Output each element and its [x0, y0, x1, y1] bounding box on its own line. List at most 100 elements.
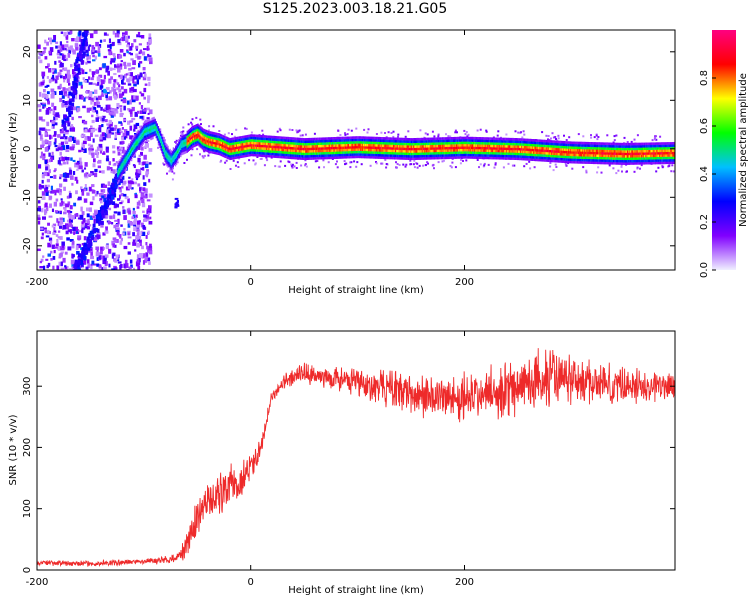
- spectrogram-cell: [119, 49, 124, 53]
- spectrogram-cell: [113, 186, 117, 191]
- spectrogram-cell: [344, 139, 347, 142]
- spectrogram-cell: [281, 136, 283, 140]
- spectrogram-cell: [332, 146, 334, 150]
- spectrogram-cell: [287, 136, 289, 140]
- spectrogram-cell: [326, 144, 328, 148]
- spectrogram-cell: [153, 128, 155, 132]
- spectrogram-cell: [80, 134, 84, 138]
- spectrogram-cell: [364, 141, 366, 144]
- spectrogram-cell: [141, 51, 146, 56]
- spectrogram-cell: [171, 168, 173, 171]
- spectrogram-cell: [265, 142, 267, 146]
- spectrogram-cell: [236, 144, 239, 147]
- spectrogram-cell: [370, 153, 372, 157]
- spectrogram-cell: [146, 127, 148, 130]
- spectrogram-cell: [406, 152, 409, 156]
- spectrogram-cell: [381, 141, 383, 145]
- spectrogram-cell: [84, 167, 87, 170]
- spectrogram-cell: [302, 150, 304, 153]
- spectrogram-cell: [273, 143, 275, 146]
- spectrogram-cell: [252, 151, 255, 154]
- spectrogram-cell: [48, 141, 52, 146]
- spectrogram-cell: [375, 139, 378, 142]
- spectrogram-cell: [310, 152, 312, 155]
- spectrogram-cell: [360, 153, 363, 156]
- spectrogram-cell: [143, 128, 146, 131]
- spectrogram-cell: [549, 161, 552, 164]
- spectrogram-cell: [230, 157, 232, 160]
- spectrogram-cell: [296, 140, 298, 143]
- spectrogram-cell: [77, 267, 81, 270]
- spectrogram-cell: [409, 159, 412, 162]
- spectrogram-cell: [298, 157, 301, 160]
- spectrogram-cell: [142, 260, 146, 265]
- spectrogram-cell: [389, 149, 391, 152]
- spectrogram-cell: [256, 139, 258, 142]
- spectrogram-cell: [143, 48, 147, 51]
- spectrogram-cell: [337, 149, 339, 152]
- spectrogram-cell: [366, 138, 368, 142]
- spectrogram-cell: [103, 55, 108, 59]
- spectrogram-cell: [113, 88, 117, 93]
- spectrogram-cell: [350, 151, 352, 154]
- spectrogram-cell: [181, 138, 183, 141]
- spectrogram-cell: [321, 137, 323, 141]
- spectrogram-cell: [192, 126, 194, 129]
- spectrogram-cell: [104, 230, 109, 234]
- spectrogram-cell: [320, 149, 322, 153]
- spectrogram-cell: [272, 140, 274, 144]
- spectrogram-cell: [97, 81, 100, 86]
- spectrogram-cell: [66, 74, 71, 79]
- spectrogram-cell: [283, 143, 286, 147]
- spectrogram-cell: [388, 149, 390, 152]
- spectrogram-cell: [278, 153, 280, 156]
- spectrogram-cell: [380, 144, 382, 147]
- spectrogram-cell: [170, 169, 172, 173]
- spectrogram-cell: [191, 123, 194, 126]
- spectrogram-cell: [256, 156, 259, 158]
- spectrogram-cell: [146, 129, 148, 133]
- spectrogram-cell: [183, 134, 185, 138]
- spectrogram-cell: [413, 142, 415, 146]
- spectrogram-cell: [95, 41, 99, 47]
- spectrogram-cell: [130, 264, 133, 268]
- spectrogram-cell: [309, 152, 311, 155]
- spectrogram-cell: [193, 127, 195, 131]
- spectrogram-cell: [308, 152, 310, 156]
- spectrogram-cell: [273, 150, 275, 153]
- spectrogram-cell: [82, 38, 86, 43]
- spectrogram-cell: [265, 147, 267, 150]
- spectrogram-cell: [298, 137, 301, 141]
- spectrogram-cell: [120, 237, 123, 242]
- spectrogram-cell: [328, 144, 330, 148]
- spectrogram-cell: [167, 158, 169, 161]
- spectrogram-cell: [296, 137, 298, 141]
- spectrogram-cell: [127, 156, 130, 160]
- spectrogram-cell: [80, 84, 83, 89]
- spectrogram-cell: [185, 150, 187, 154]
- spectrogram-cell: [419, 157, 421, 160]
- spectrogram-cell: [200, 131, 202, 134]
- spectrogram-cell: [289, 137, 291, 140]
- spectrogram-cell: [154, 128, 156, 131]
- spectrogram-cell: [407, 130, 410, 133]
- spectrogram-cell: [61, 145, 66, 150]
- spectrogram-cell: [97, 53, 101, 57]
- spectrogram-cell: [92, 138, 95, 143]
- spectrogram-cell: [397, 133, 400, 136]
- spectrogram-cell: [231, 157, 233, 160]
- spectrogram-cell: [270, 155, 272, 158]
- spectrogram-cell: [72, 159, 76, 162]
- spectrogram-cell: [72, 81, 76, 86]
- spectrogram-cell: [295, 156, 297, 160]
- spectrogram-cell: [366, 155, 368, 159]
- spectrogram-cell: [280, 148, 282, 152]
- spectrogram-cell: [167, 165, 169, 168]
- spectrogram-cell: [135, 192, 138, 196]
- spectrogram-cell: [417, 145, 419, 148]
- spectrogram-cell: [58, 143, 63, 146]
- spectrogram-cell: [119, 166, 121, 169]
- spectrogram-cell: [336, 153, 338, 157]
- spectrogram-cell: [261, 147, 263, 150]
- spectrogram-cell: [170, 155, 172, 158]
